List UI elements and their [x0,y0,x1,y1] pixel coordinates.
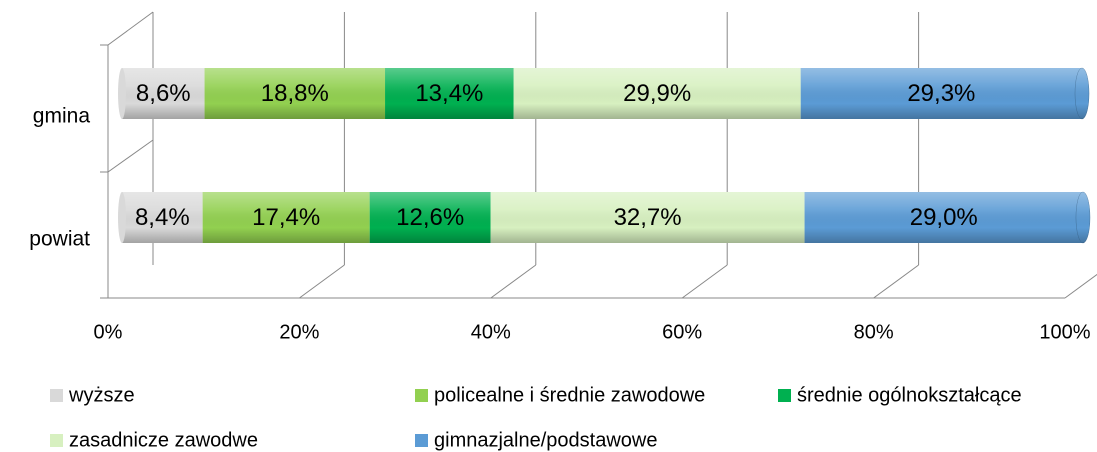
value-label: 12,6% [396,204,464,231]
legend-swatch [415,434,428,447]
x-tick-label: 80% [854,321,894,343]
value-label: 29,9% [623,80,691,107]
value-label: 8,4% [135,204,190,231]
grid-line [1064,273,1097,299]
bar-shading [804,192,1083,243]
grid-line [490,264,537,299]
bar-start-cap [118,68,126,119]
legend-swatch [778,389,791,402]
value-label: 13,4% [415,80,483,107]
bar-shading [385,68,514,119]
grid-line [873,264,919,299]
legend-label: wyższe [68,384,135,406]
grid-line [681,264,728,299]
left-wall-top [107,11,154,46]
value-label: 29,0% [910,204,978,231]
bar-shading [513,68,801,119]
value-label: 8,6% [136,80,191,107]
bar-start-cap [118,192,126,243]
bar-shading [122,68,205,119]
legend-swatch [50,389,63,402]
legend-label: gimnazjalne/podstawowe [434,429,657,451]
x-tick-label: 60% [662,321,702,343]
left-wall-divider [107,139,154,173]
axes-walls [100,11,154,299]
x-tick-label: 100% [1039,321,1090,343]
value-label: 32,7% [614,204,682,231]
bar-shading [202,192,370,243]
x-tick-label: 0% [94,321,123,343]
category-label: gmina [33,105,91,128]
legend-label: zasadnicze zawodwe [69,429,258,451]
legend-label: policealne i średnie zawodowe [434,384,705,406]
bar-shading [369,192,491,243]
value-label: 29,3% [907,80,975,107]
category-label: powiat [29,228,90,251]
bar-shading [122,192,203,243]
value-label: 18,8% [261,80,329,107]
bar-cap-shading [1075,192,1090,243]
bar-cap-shading [1075,68,1089,119]
legend-swatch [50,434,63,447]
x-tick-label: 20% [279,321,319,343]
bar-shading [800,68,1082,119]
legend-swatch [415,389,428,402]
x-tick-label: 40% [471,321,511,343]
legend-label: średnie ogólnokształcące [797,384,1022,406]
bar-shading [490,192,805,243]
value-label: 17,4% [252,204,320,231]
grid-line [299,264,345,299]
bar-shading [204,68,386,119]
